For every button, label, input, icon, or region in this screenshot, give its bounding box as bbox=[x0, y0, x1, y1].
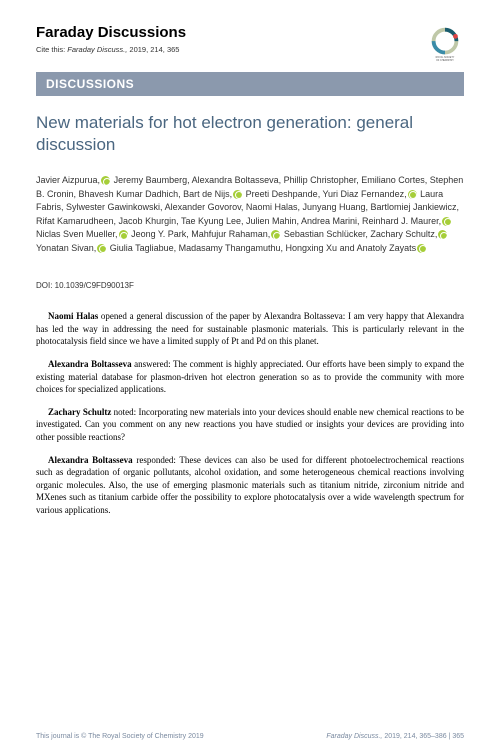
doi: DOI: 10.1039/C9FD90013F bbox=[36, 281, 464, 290]
discussion-paragraph: Alexandra Boltasseva responded: These de… bbox=[36, 454, 464, 517]
orcid-icon bbox=[442, 217, 451, 226]
cite-rest: 2019, 214, 365 bbox=[129, 45, 179, 54]
citation: Cite this: Faraday Discuss., 2019, 214, … bbox=[36, 45, 186, 54]
journal-title: Faraday Discussions bbox=[36, 24, 186, 41]
section-banner: DISCUSSIONS bbox=[36, 72, 464, 96]
author-list: Javier Aizpurua, Jeremy Baumberg, Alexan… bbox=[36, 174, 464, 255]
footer-rest: 2019, 214, 365–386 | bbox=[382, 733, 452, 740]
page-number: 365 bbox=[452, 733, 464, 740]
orcid-icon bbox=[119, 230, 128, 239]
publisher-logo-icon: ROYAL SOCIETY OF CHEMISTRY bbox=[426, 24, 464, 62]
speaker-name: Naomi Halas bbox=[48, 311, 98, 321]
speaker-name: Alexandra Boltasseva bbox=[48, 455, 133, 465]
page-footer: This journal is © The Royal Society of C… bbox=[0, 733, 500, 740]
footer-left: This journal is © The Royal Society of C… bbox=[36, 733, 204, 740]
speaker-name: Alexandra Boltasseva bbox=[48, 359, 132, 369]
svg-text:OF CHEMISTRY: OF CHEMISTRY bbox=[436, 59, 454, 62]
article-title: New materials for hot electron generatio… bbox=[36, 112, 464, 156]
orcid-icon bbox=[101, 176, 110, 185]
cite-journal: Faraday Discuss., bbox=[67, 45, 127, 54]
orcid-icon bbox=[271, 230, 280, 239]
discussion-paragraph: Alexandra Boltasseva answered: The comme… bbox=[36, 358, 464, 396]
orcid-icon bbox=[417, 244, 426, 253]
orcid-icon bbox=[408, 190, 417, 199]
cite-label: Cite this: bbox=[36, 45, 65, 54]
footer-right: Faraday Discuss., 2019, 214, 365–386 | 3… bbox=[326, 733, 464, 740]
orcid-icon bbox=[233, 190, 242, 199]
discussion-paragraph: Zachary Schultz noted: Incorporating new… bbox=[36, 406, 464, 444]
body-text: Naomi Halas opened a general discussion … bbox=[36, 310, 464, 516]
speaker-name: Zachary Schultz bbox=[48, 407, 111, 417]
footer-journal: Faraday Discuss., bbox=[326, 733, 382, 740]
orcid-icon bbox=[97, 244, 106, 253]
orcid-icon bbox=[438, 230, 447, 239]
discussion-paragraph: Naomi Halas opened a general discussion … bbox=[36, 310, 464, 348]
